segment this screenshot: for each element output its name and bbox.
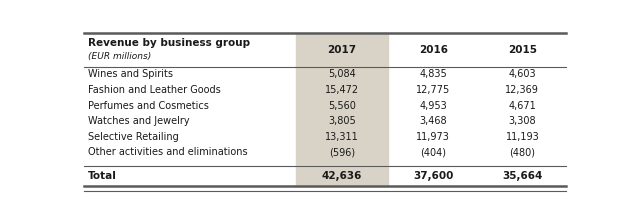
Text: (596): (596) (328, 148, 355, 158)
Text: 42,636: 42,636 (321, 171, 362, 181)
Text: 12,775: 12,775 (416, 85, 450, 95)
Text: 4,603: 4,603 (508, 69, 536, 79)
Text: Total: Total (88, 171, 117, 181)
Text: 15,472: 15,472 (325, 85, 359, 95)
Text: Wines and Spirits: Wines and Spirits (88, 69, 173, 79)
Text: 35,664: 35,664 (502, 171, 543, 181)
Text: 4,953: 4,953 (420, 101, 447, 111)
Text: 13,311: 13,311 (325, 132, 359, 142)
Text: Watches and Jewelry: Watches and Jewelry (88, 116, 190, 126)
Text: (404): (404) (420, 148, 446, 158)
Text: Revenue by business group: Revenue by business group (88, 38, 250, 48)
Text: 11,193: 11,193 (505, 132, 540, 142)
Text: Selective Retailing: Selective Retailing (88, 132, 179, 142)
Text: 2017: 2017 (327, 45, 356, 55)
Text: Other activities and eliminations: Other activities and eliminations (88, 148, 248, 158)
Bar (296, 33, 387, 186)
Text: 3,308: 3,308 (508, 116, 536, 126)
Text: 4,835: 4,835 (420, 69, 447, 79)
Text: 11,973: 11,973 (417, 132, 450, 142)
Text: 12,369: 12,369 (505, 85, 540, 95)
Text: 37,600: 37,600 (413, 171, 453, 181)
Text: Perfumes and Cosmetics: Perfumes and Cosmetics (88, 101, 209, 111)
Text: 5,084: 5,084 (328, 69, 356, 79)
Text: (EUR millions): (EUR millions) (88, 52, 152, 61)
Text: (480): (480) (509, 148, 535, 158)
Text: Fashion and Leather Goods: Fashion and Leather Goods (88, 85, 221, 95)
Text: 2015: 2015 (508, 45, 537, 55)
Text: 2016: 2016 (419, 45, 448, 55)
Text: 5,560: 5,560 (328, 101, 356, 111)
Text: 3,805: 3,805 (328, 116, 356, 126)
Text: 4,671: 4,671 (508, 101, 536, 111)
Text: 3,468: 3,468 (420, 116, 447, 126)
